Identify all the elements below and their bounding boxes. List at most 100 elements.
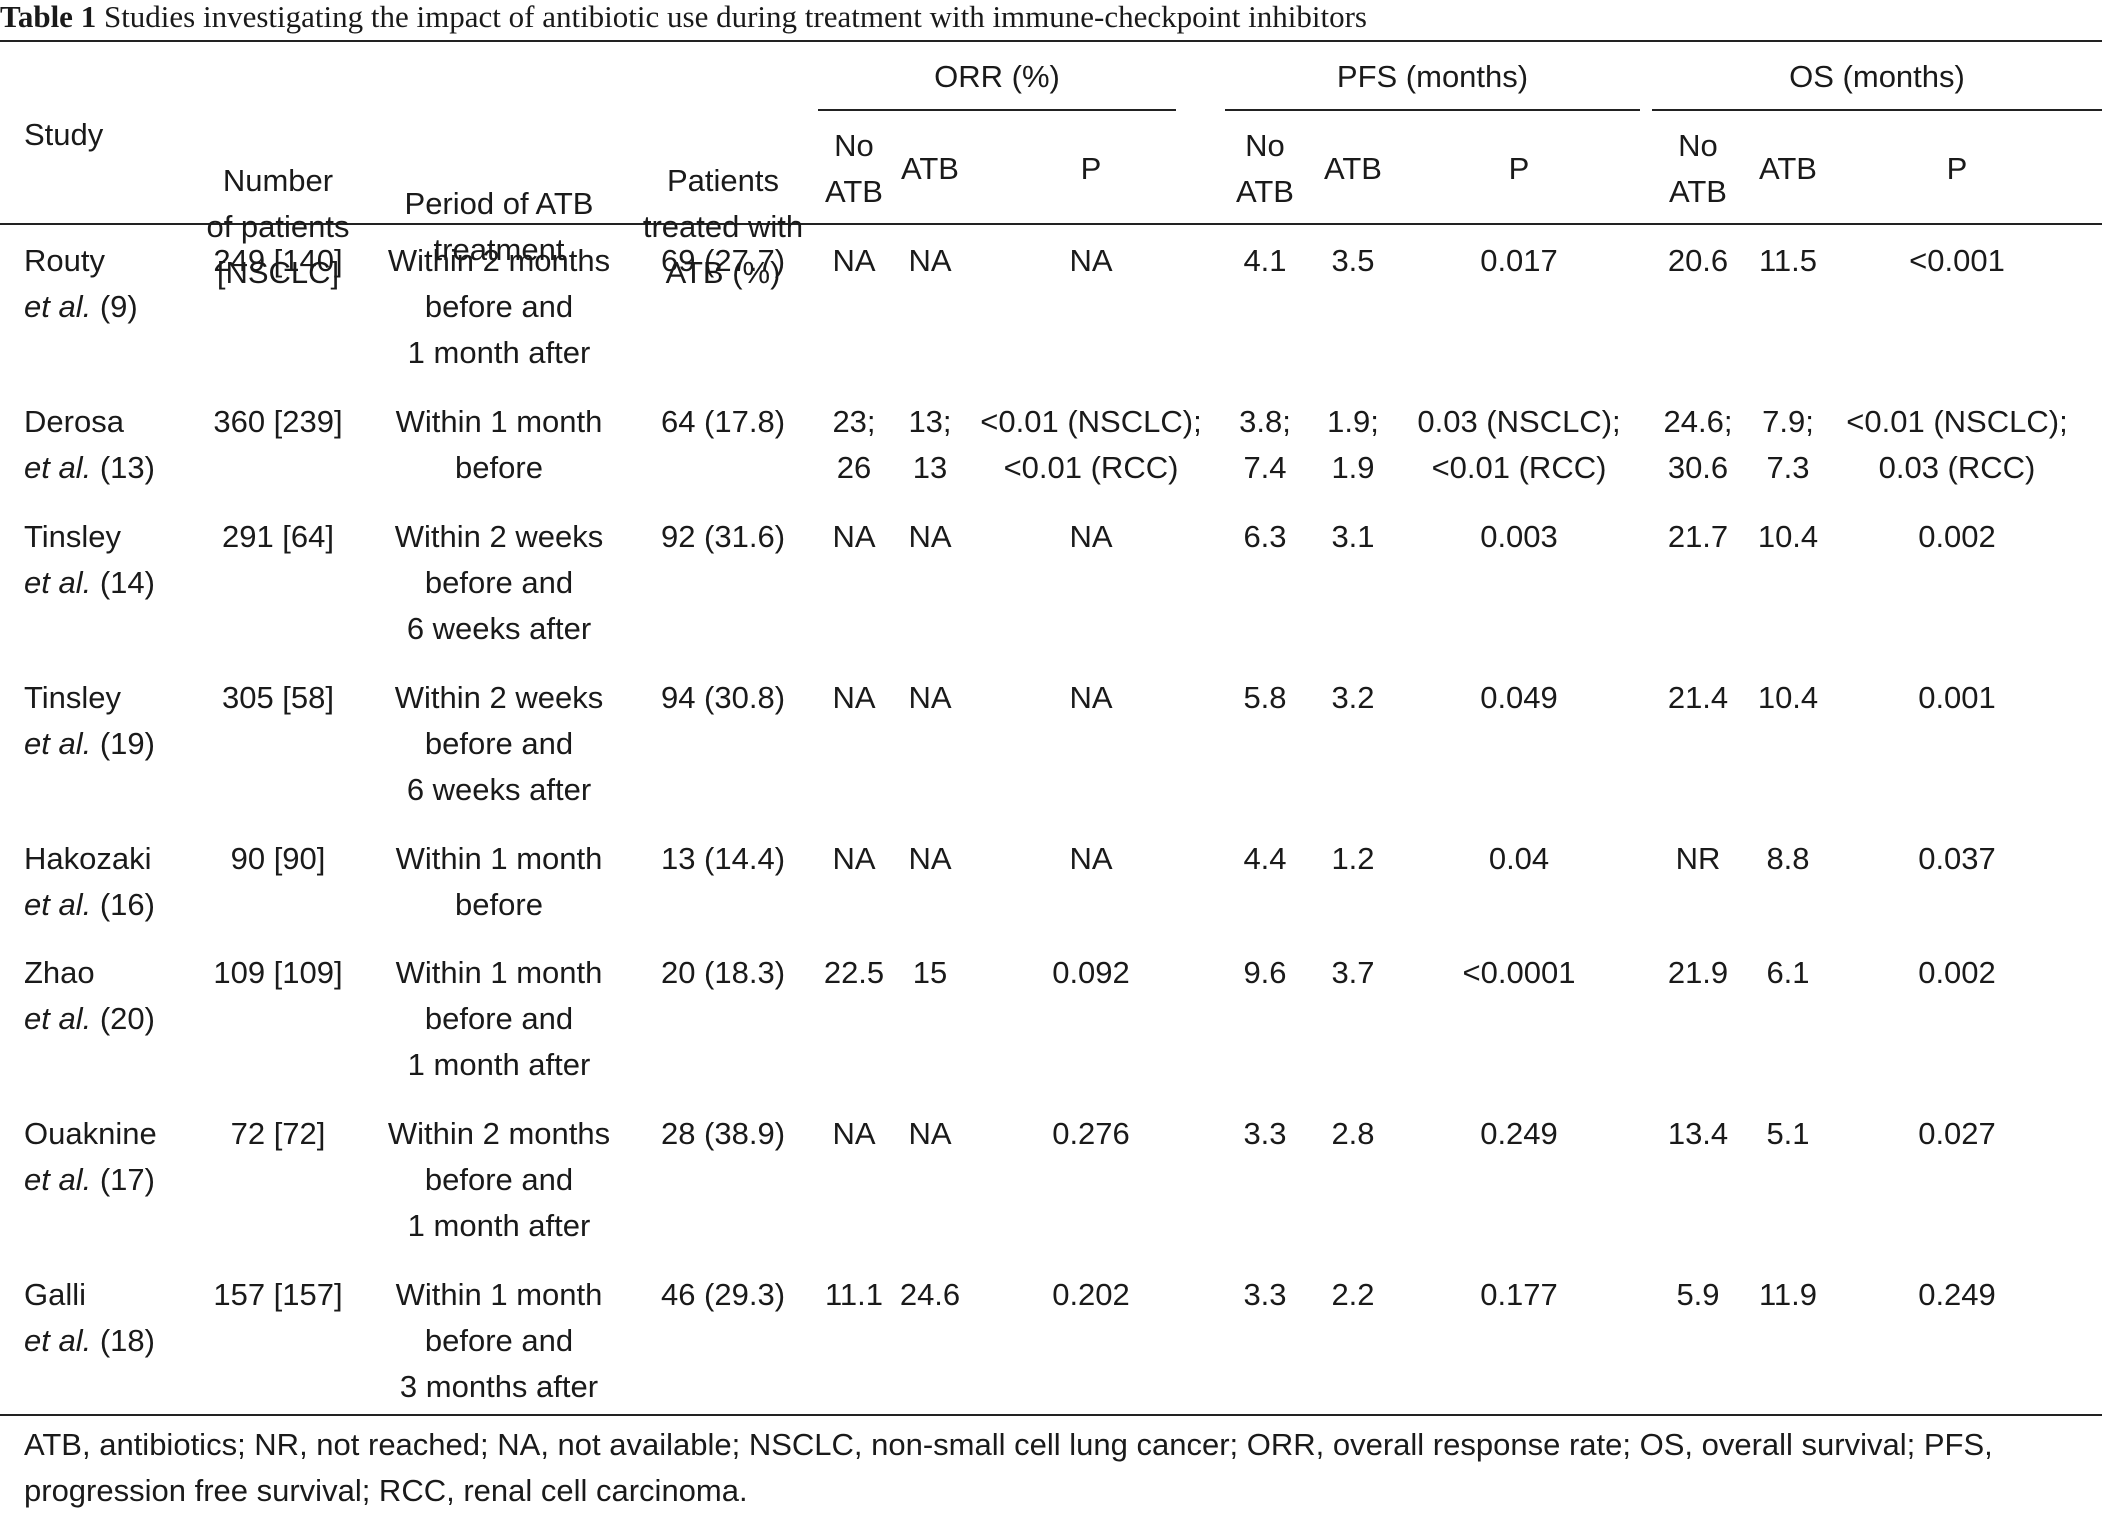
- cell-pfs-atb: 3.2: [1331, 680, 1375, 715]
- cell-pfs-p: 0.03 (NSCLC); <0.01 (RCC): [1417, 404, 1621, 485]
- cell-treated: 20 (18.3): [660, 955, 786, 990]
- cell-orr-p: 0.202: [1052, 1277, 1130, 1312]
- col-header-os-p: P: [1946, 151, 1968, 186]
- os-group-rule: [1652, 109, 2102, 111]
- cell-orr-atb: NA: [908, 680, 952, 715]
- cell-pfs-p: <0.0001: [1462, 955, 1576, 990]
- cell-treated: 13 (14.4): [660, 841, 786, 876]
- cell-os-no: 21.4: [1667, 680, 1729, 715]
- cell-os-p: <0.001: [1909, 243, 2005, 278]
- cell-os-no: 21.9: [1667, 955, 1729, 990]
- cell-pfs-no: 4.1: [1243, 243, 1287, 278]
- col-header-orr-atb: ATB: [901, 151, 959, 186]
- cell-period: Within 1 month before and 3 months after: [395, 1277, 603, 1404]
- top-rule: [0, 40, 2102, 42]
- col-header-os-no-atb: No ATB: [1669, 128, 1727, 209]
- cell-orr-no: NA: [832, 1116, 876, 1151]
- cell-os-atb: 10.4: [1757, 680, 1819, 715]
- col-header-pfs-p: P: [1508, 151, 1530, 186]
- cell-pfs-atb: 2.8: [1331, 1116, 1375, 1151]
- cell-pfs-no: 5.8: [1243, 680, 1287, 715]
- cell-os-no: NR: [1675, 841, 1721, 876]
- cell-pfs-p: 0.04: [1488, 841, 1550, 876]
- group-header-os: OS (months): [1789, 59, 1965, 94]
- cell-orr-no: NA: [832, 243, 876, 278]
- col-header-study: Study: [24, 117, 104, 152]
- cell-pfs-p: 0.003: [1480, 519, 1558, 554]
- cell-orr-no: NA: [832, 519, 876, 554]
- cell-os-no: 13.4: [1667, 1116, 1729, 1151]
- cell-period: Within 2 months before and 1 month after: [387, 1116, 611, 1243]
- cell-study: Tinsley et al. (19): [24, 680, 155, 761]
- cell-period: Within 1 month before: [395, 841, 603, 922]
- group-header-orr: ORR (%): [934, 59, 1060, 94]
- orr-group-rule: [818, 109, 1176, 111]
- cell-pfs-p: 0.249: [1480, 1116, 1558, 1151]
- cell-pfs-atb: 3.5: [1331, 243, 1375, 278]
- cell-os-no: 24.6; 30.6: [1663, 404, 1733, 485]
- cell-study: Routy et al. (9): [24, 243, 138, 324]
- cell-study: Tinsley et al. (14): [24, 519, 155, 600]
- cell-os-p: 0.027: [1918, 1116, 1996, 1151]
- cell-orr-p: NA: [1069, 841, 1113, 876]
- col-header-os-atb: ATB: [1759, 151, 1817, 186]
- cell-os-atb: 10.4: [1757, 519, 1819, 554]
- col-header-pfs-no-atb: No ATB: [1236, 128, 1294, 209]
- group-header-pfs: PFS (months): [1336, 59, 1529, 94]
- cell-period: Within 2 weeks before and 6 weeks after: [394, 680, 604, 807]
- cell-treated: 28 (38.9): [660, 1116, 786, 1151]
- cell-study: Derosa et al. (13): [24, 404, 155, 485]
- cell-orr-no: 22.5: [823, 955, 885, 990]
- cell-os-p: 0.037: [1918, 841, 1996, 876]
- cell-patients: 249 [140]: [213, 243, 343, 278]
- cell-os-no: 5.9: [1676, 1277, 1720, 1312]
- cell-pfs-atb: 3.7: [1331, 955, 1375, 990]
- cell-os-p: <0.01 (NSCLC); 0.03 (RCC): [1846, 404, 2068, 485]
- cell-treated: 94 (30.8): [660, 680, 786, 715]
- cell-study: Galli et al. (18): [24, 1277, 155, 1358]
- cell-orr-p: 0.276: [1052, 1116, 1130, 1151]
- cell-patients: 157 [157]: [213, 1277, 343, 1312]
- cell-os-p: 0.002: [1918, 955, 1996, 990]
- col-header-patients: Number of patients [NSCLC]: [206, 163, 350, 290]
- table-title: Studies investigating the impact of anti…: [103, 0, 1367, 34]
- cell-pfs-no: 6.3: [1243, 519, 1287, 554]
- table-label: Table 1: [0, 0, 97, 34]
- cell-treated: 64 (17.8): [660, 404, 786, 439]
- cell-os-atb: 11.9: [1758, 1277, 1818, 1312]
- cell-patients: 90 [90]: [230, 841, 326, 876]
- cell-os-atb: 6.1: [1766, 955, 1810, 990]
- table-bottom-rule: [0, 1414, 2102, 1416]
- cell-pfs-no: 3.3: [1243, 1116, 1287, 1151]
- cell-orr-atb: NA: [908, 841, 952, 876]
- cell-pfs-no: 4.4: [1243, 841, 1287, 876]
- cell-study: Zhao et al. (20): [24, 955, 155, 1036]
- pfs-group-rule: [1225, 109, 1640, 111]
- cell-patients: 305 [58]: [221, 680, 335, 715]
- cell-os-atb: 8.8: [1766, 841, 1810, 876]
- cell-pfs-atb: 3.1: [1331, 519, 1375, 554]
- cell-pfs-atb: 2.2: [1331, 1277, 1375, 1312]
- cell-pfs-p: 0.177: [1480, 1277, 1558, 1312]
- table-footnote: ATB, antibiotics; NR, not reached; NA, n…: [24, 1427, 1993, 1508]
- header-bottom-rule: [0, 223, 2102, 225]
- cell-os-no: 20.6: [1667, 243, 1729, 278]
- cell-pfs-atb: 1.2: [1331, 841, 1375, 876]
- cell-orr-p: NA: [1069, 680, 1113, 715]
- cell-pfs-atb: 1.9; 1.9: [1327, 404, 1379, 485]
- cell-os-atb: 5.1: [1766, 1116, 1810, 1151]
- cell-os-p: 0.249: [1918, 1277, 1996, 1312]
- cell-treated: 92 (31.6): [660, 519, 786, 554]
- cell-orr-atb: NA: [908, 519, 952, 554]
- cell-orr-atb: 15: [912, 955, 948, 990]
- cell-orr-no: NA: [832, 841, 876, 876]
- cell-pfs-no: 3.3: [1243, 1277, 1287, 1312]
- cell-os-p: 0.001: [1918, 680, 1996, 715]
- cell-period: Within 1 month before: [395, 404, 603, 485]
- col-header-pfs-atb: ATB: [1324, 151, 1382, 186]
- table-caption: Table 1 Studies investigating the impact…: [0, 0, 1367, 38]
- col-header-orr-no-atb: No ATB: [825, 128, 883, 209]
- col-header-treated: Patients treated with ATB (%): [642, 163, 804, 290]
- cell-period: Within 1 month before and 1 month after: [395, 955, 603, 1082]
- cell-patients: 360 [239]: [213, 404, 343, 439]
